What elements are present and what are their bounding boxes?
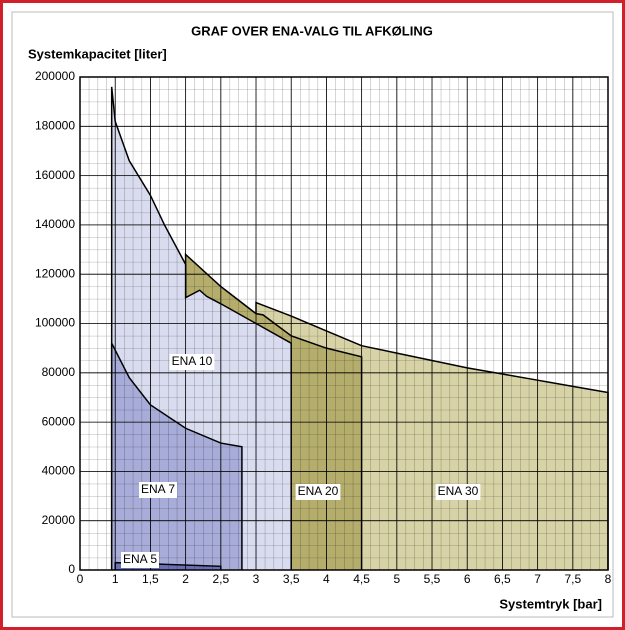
- y-axis-label: Systemkapacitet [liter]: [28, 46, 167, 61]
- y-tick-label: 20000: [42, 513, 76, 527]
- series-label: ENA 30: [438, 484, 479, 498]
- y-tick-label: 140000: [35, 217, 75, 231]
- y-tick-label: 40000: [42, 464, 76, 478]
- y-tick-label: 0: [68, 562, 75, 576]
- y-tick-label: 100000: [35, 316, 75, 330]
- chart-title: GRAF OVER ENA-VALG TIL AFKØLING: [191, 23, 433, 38]
- y-tick-label: 120000: [35, 266, 75, 280]
- x-tick-label: 1: [112, 572, 119, 586]
- x-tick-label: 2,5: [212, 572, 229, 586]
- series-label: ENA 10: [172, 354, 213, 368]
- y-tick-label: 160000: [35, 168, 75, 182]
- x-tick-label: 7,5: [564, 572, 581, 586]
- y-tick-label: 200000: [35, 69, 75, 83]
- x-tick-label: 5: [393, 572, 400, 586]
- x-tick-label: 5,5: [424, 572, 441, 586]
- x-tick-label: 3: [253, 572, 260, 586]
- x-axis-label: Systemtryk [bar]: [499, 596, 602, 611]
- x-tick-label: 6: [464, 572, 471, 586]
- x-tick-label: 6,5: [494, 572, 511, 586]
- y-tick-label: 180000: [35, 118, 75, 132]
- x-tick-label: 8: [605, 572, 612, 586]
- y-tick-label: 80000: [42, 365, 76, 379]
- x-tick-label: 7: [534, 572, 541, 586]
- series-label-box: [435, 484, 481, 500]
- x-tick-label: 2: [182, 572, 189, 586]
- x-tick-label: 0: [77, 572, 84, 586]
- series-label: ENA 20: [298, 484, 339, 498]
- y-tick-label: 60000: [42, 414, 76, 428]
- series-label-box: [169, 354, 215, 370]
- series-label-box: [139, 482, 177, 498]
- series-label: ENA 5: [123, 552, 157, 566]
- series-label-box: [121, 552, 159, 568]
- plot-border: [79, 76, 609, 571]
- x-tick-label: 3,5: [283, 572, 300, 586]
- x-tick-label: 4,5: [353, 572, 370, 586]
- x-tick-label: 1,5: [142, 572, 159, 586]
- series-label-box: [295, 484, 341, 500]
- x-tick-label: 4: [323, 572, 330, 586]
- series-label: ENA 7: [141, 482, 175, 496]
- inner-frame: [11, 11, 614, 618]
